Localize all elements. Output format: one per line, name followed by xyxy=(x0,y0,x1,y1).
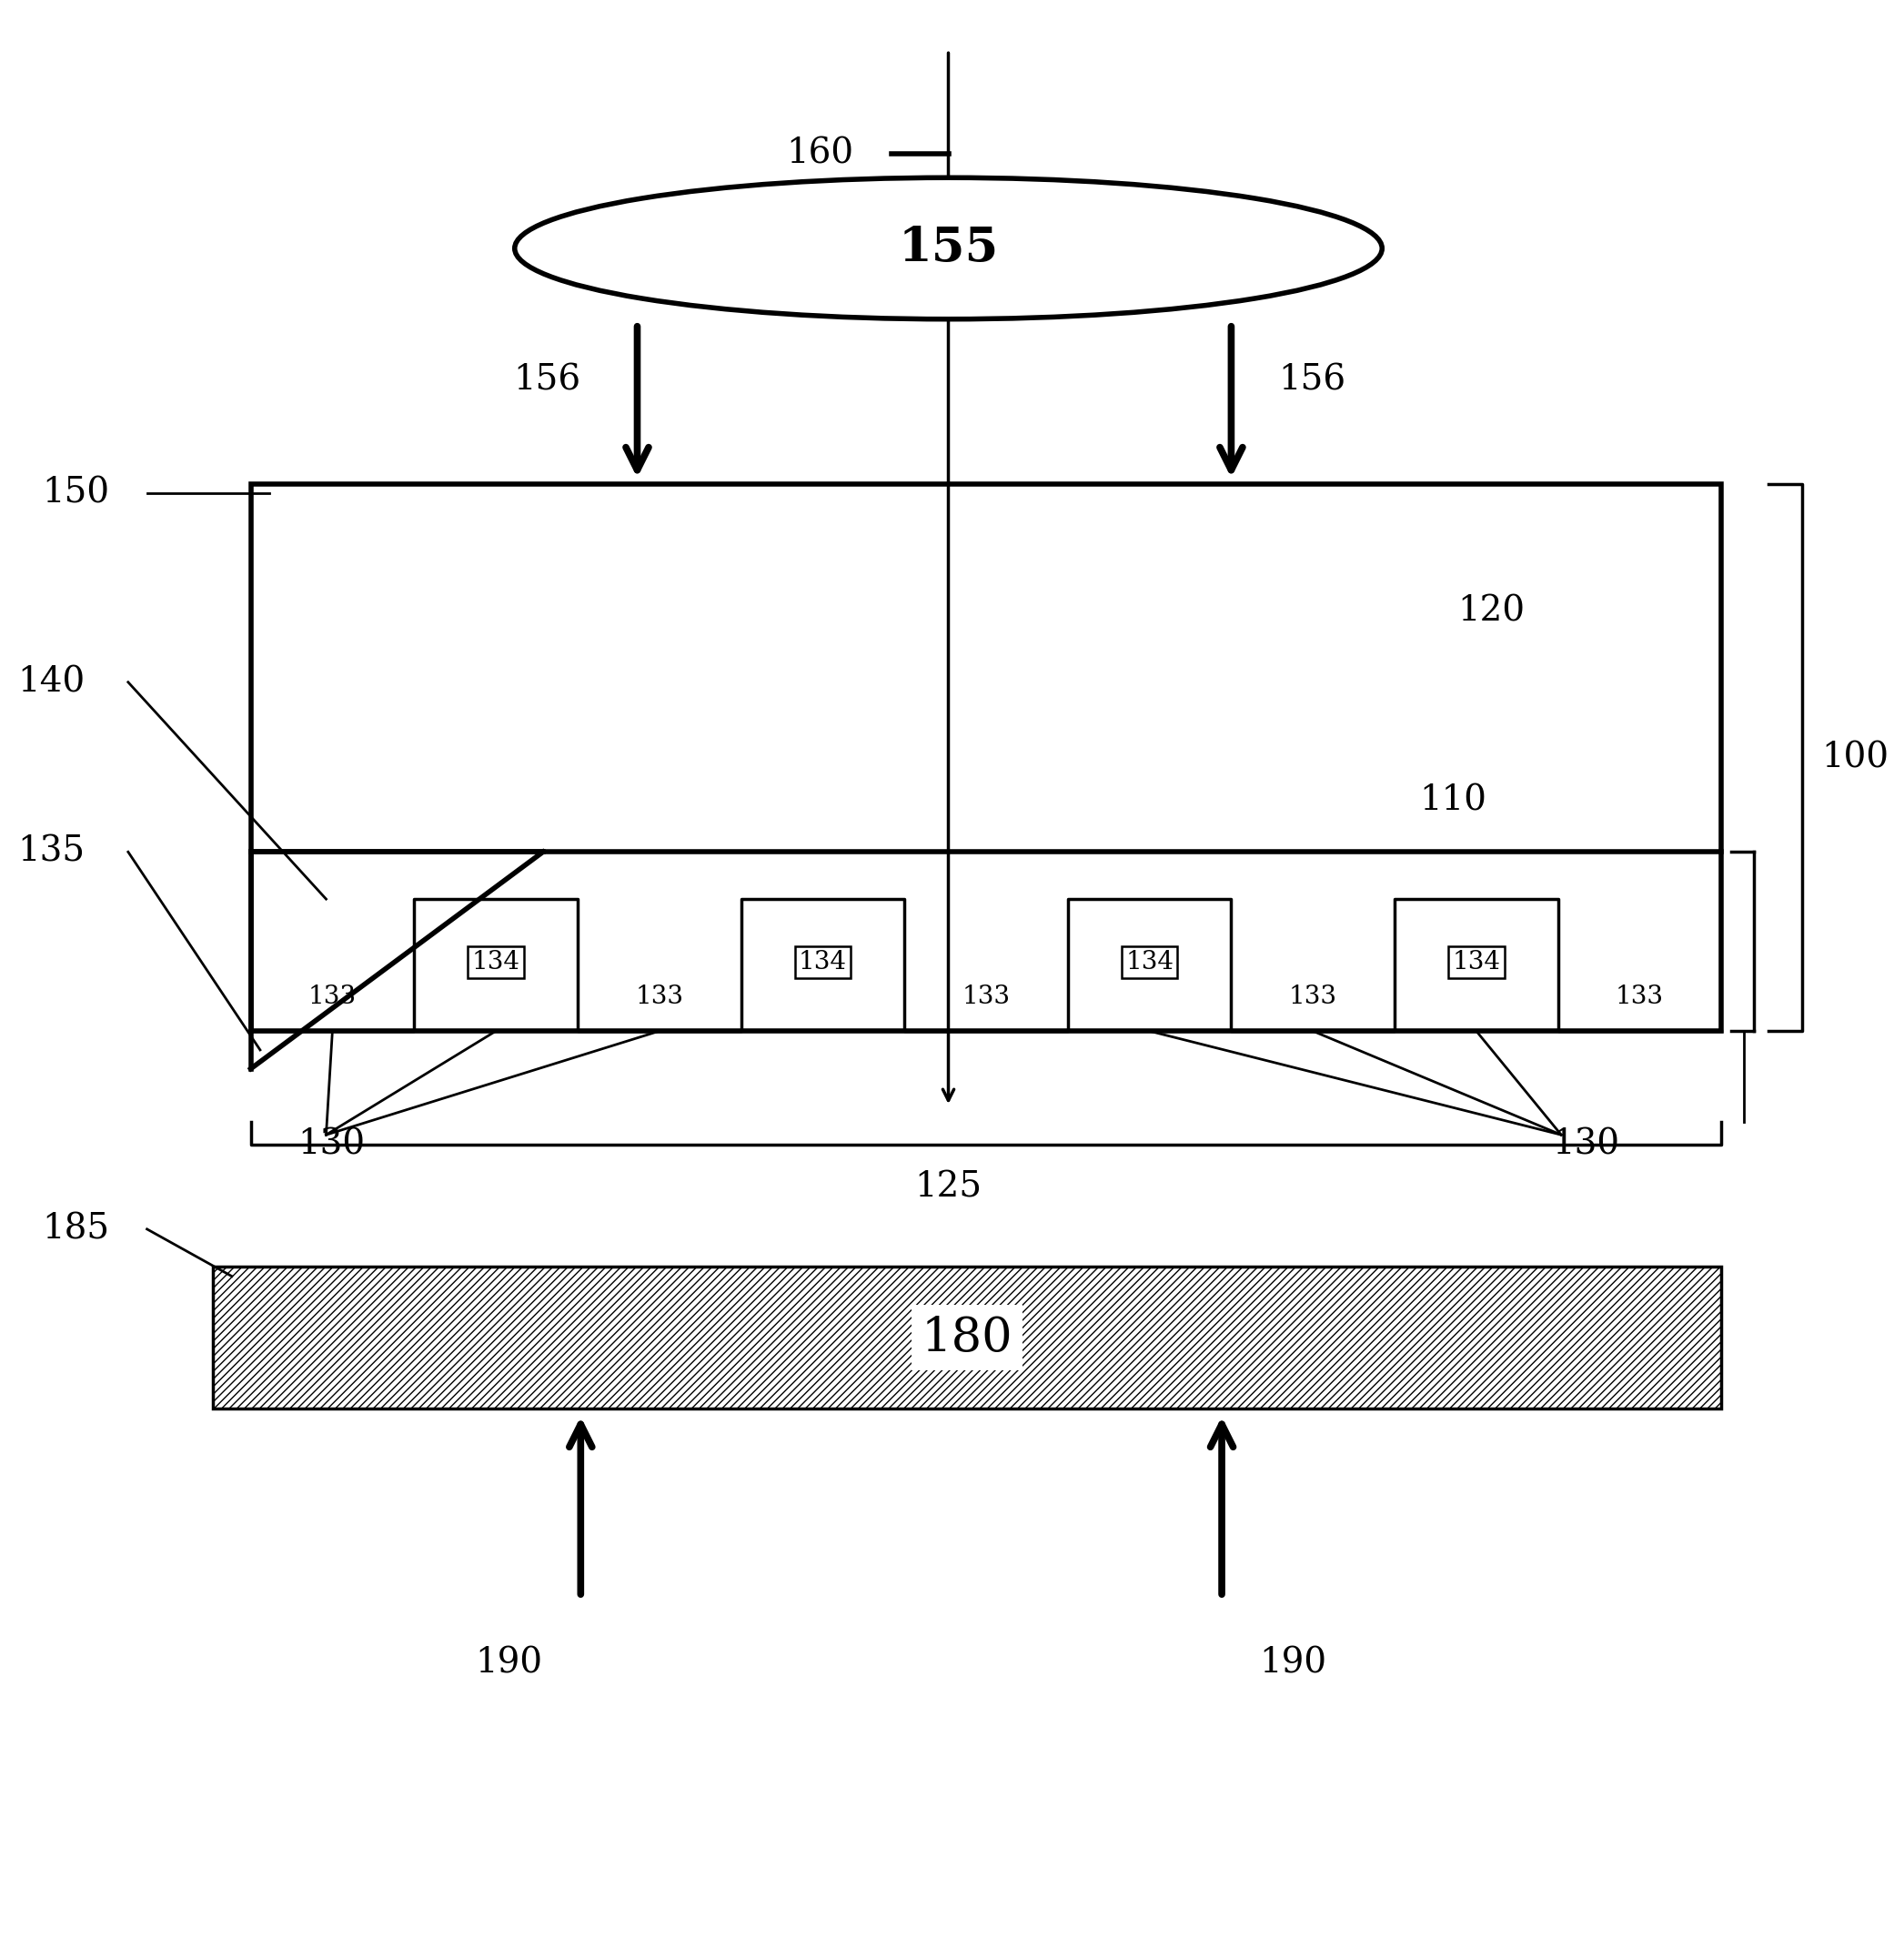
Text: 190: 190 xyxy=(1259,1647,1327,1680)
Text: 156: 156 xyxy=(514,364,581,398)
Text: 160: 160 xyxy=(786,136,855,172)
Text: 135: 135 xyxy=(17,834,86,869)
Text: 133: 133 xyxy=(636,984,684,1010)
Text: 125: 125 xyxy=(914,1171,982,1204)
Text: 180: 180 xyxy=(922,1314,1013,1360)
Text: 133: 133 xyxy=(1289,984,1337,1010)
Ellipse shape xyxy=(514,177,1382,320)
Text: 133: 133 xyxy=(1616,984,1664,1010)
Text: 134: 134 xyxy=(798,951,847,974)
Text: 130: 130 xyxy=(1552,1127,1618,1162)
Text: 130: 130 xyxy=(297,1127,366,1162)
Text: 110: 110 xyxy=(1420,783,1487,819)
Text: 134: 134 xyxy=(472,951,520,974)
Text: 120: 120 xyxy=(1457,594,1525,628)
Text: 134: 134 xyxy=(1125,951,1173,974)
Text: 156: 156 xyxy=(1278,364,1346,398)
Text: 100: 100 xyxy=(1822,741,1889,774)
Text: 150: 150 xyxy=(42,478,109,511)
Text: 155: 155 xyxy=(899,226,998,271)
Text: 190: 190 xyxy=(476,1647,543,1680)
Text: 133: 133 xyxy=(962,984,1011,1010)
Bar xyxy=(251,483,1721,1031)
Text: 134: 134 xyxy=(1453,951,1500,974)
Text: 185: 185 xyxy=(42,1212,109,1245)
Bar xyxy=(213,1267,1721,1409)
Text: 140: 140 xyxy=(17,665,86,700)
Text: 133: 133 xyxy=(308,984,356,1010)
